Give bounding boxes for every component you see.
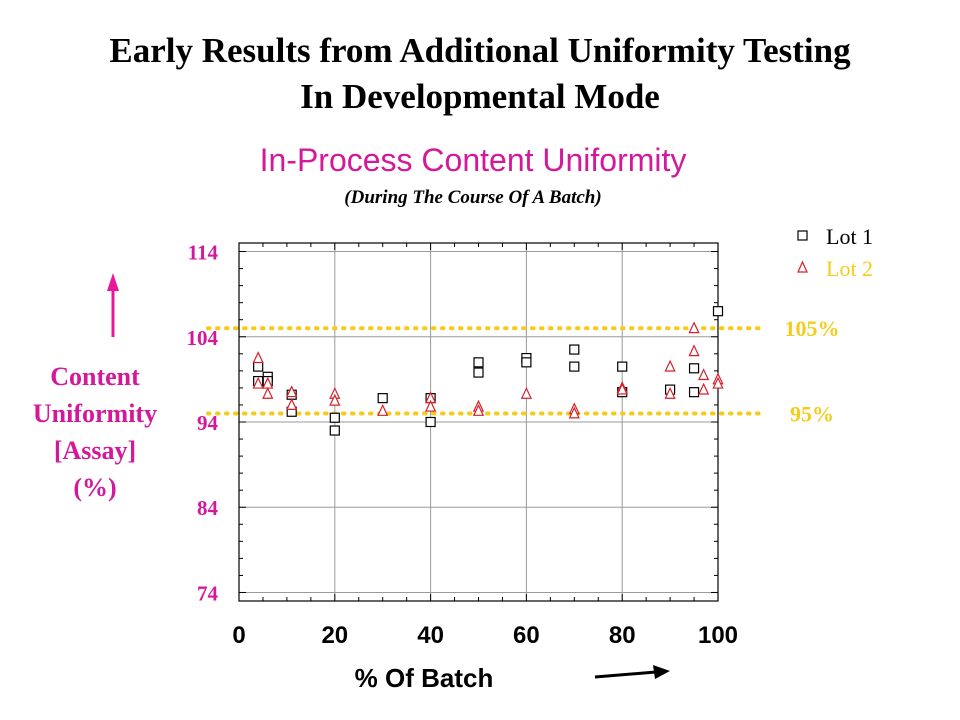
- data-point-lot-2: [616, 382, 628, 395]
- data-point-lot-2: [688, 321, 700, 334]
- data-point-lot-2: [664, 386, 676, 399]
- data-point-lot-2: [698, 382, 710, 395]
- x-axis-label: % Of Batch: [355, 663, 494, 693]
- data-point-lot-2: [252, 376, 264, 389]
- data-point-lot-1: [329, 412, 340, 423]
- data-point-lot-1: [253, 361, 264, 372]
- reference-lines-layer: 105% 95%: [206, 316, 840, 426]
- data-point-lot-2: [252, 351, 264, 364]
- data-point-lot-2: [472, 404, 485, 416]
- data-point-lot-1: [688, 363, 700, 374]
- data-point-lot-2: [688, 344, 700, 357]
- x-direction-arrowhead: [653, 665, 670, 679]
- legend-label: Lot 2: [826, 256, 873, 281]
- x-tick-label: 100: [698, 622, 738, 649]
- data-point-lot-1: [569, 361, 580, 372]
- tick-layer: 0 20 40 60 80 100 74 84 94 104 114: [187, 241, 739, 649]
- x-direction-arrow-shaft: [594, 670, 657, 679]
- data-point-lot-1: [688, 387, 700, 398]
- data-point-lot-2: [329, 393, 341, 406]
- legend-marker-lot-2: [797, 260, 808, 273]
- y-axis-label-line: Content: [50, 362, 140, 391]
- y-axis-label-line: (%): [73, 473, 117, 502]
- data-point-lot-1: [329, 425, 340, 436]
- chart-subtitle: (During The Course Of A Batch): [344, 187, 602, 208]
- y-tick-label: 94: [197, 411, 219, 435]
- x-tick-label: 0: [232, 622, 245, 649]
- data-point-lot-1: [377, 393, 388, 404]
- data-point-lot-1: [473, 367, 484, 378]
- legend-label: Lot 1: [826, 224, 873, 249]
- slide-title-line-2: In Developmental Mode: [300, 77, 660, 116]
- data-point-lot-1: [473, 357, 484, 368]
- data-point-lot-1: [617, 361, 628, 372]
- data-point-lot-2: [698, 368, 710, 381]
- data-point-lot-2: [377, 404, 389, 416]
- data-point-lot-2: [568, 406, 580, 419]
- y-axis-label: Content Uniformity [Assay] (%): [10, 358, 180, 506]
- y-direction-arrowhead: [107, 273, 119, 291]
- y-tick-label: 74: [197, 581, 219, 605]
- x-tick-label: 40: [417, 622, 444, 649]
- grid-layer: [239, 243, 718, 601]
- reference-line-label: 105%: [785, 316, 840, 341]
- y-axis-label-line: [Assay]: [53, 436, 137, 465]
- legend-layer: Lot 1 Lot 2: [797, 224, 873, 281]
- y-axis-label-line: Uniformity: [32, 399, 158, 428]
- y-tick-label: 84: [197, 496, 219, 520]
- data-point-lot-2: [424, 399, 437, 412]
- legend-marker-lot-1: [797, 230, 808, 241]
- x-tick-label: 80: [609, 622, 636, 649]
- y-tick-label: 104: [187, 326, 219, 350]
- arrows-layer: [107, 273, 670, 679]
- data-point-lot-2: [520, 386, 533, 399]
- data-point-lot-2: [286, 385, 298, 398]
- data-point-lot-2: [664, 359, 676, 372]
- x-tick-label: 20: [321, 622, 348, 649]
- y-tick-label: 114: [188, 241, 219, 265]
- data-point-lot-1: [712, 306, 724, 317]
- data-point-lot-1: [521, 357, 532, 368]
- x-tick-label: 60: [513, 622, 540, 649]
- data-point-lot-2: [262, 386, 274, 399]
- data-point-lot-2: [286, 398, 298, 410]
- slide-title-line-1: Early Results from Additional Uniformity…: [109, 31, 851, 70]
- data-point-lot-1: [569, 344, 580, 355]
- data-point-lot-2: [712, 376, 724, 389]
- data-points-layer: [252, 306, 724, 436]
- data-point-lot-1: [425, 416, 436, 428]
- reference-line-label: 95%: [790, 401, 834, 426]
- chart-title: In-Process Content Uniformity: [259, 142, 687, 178]
